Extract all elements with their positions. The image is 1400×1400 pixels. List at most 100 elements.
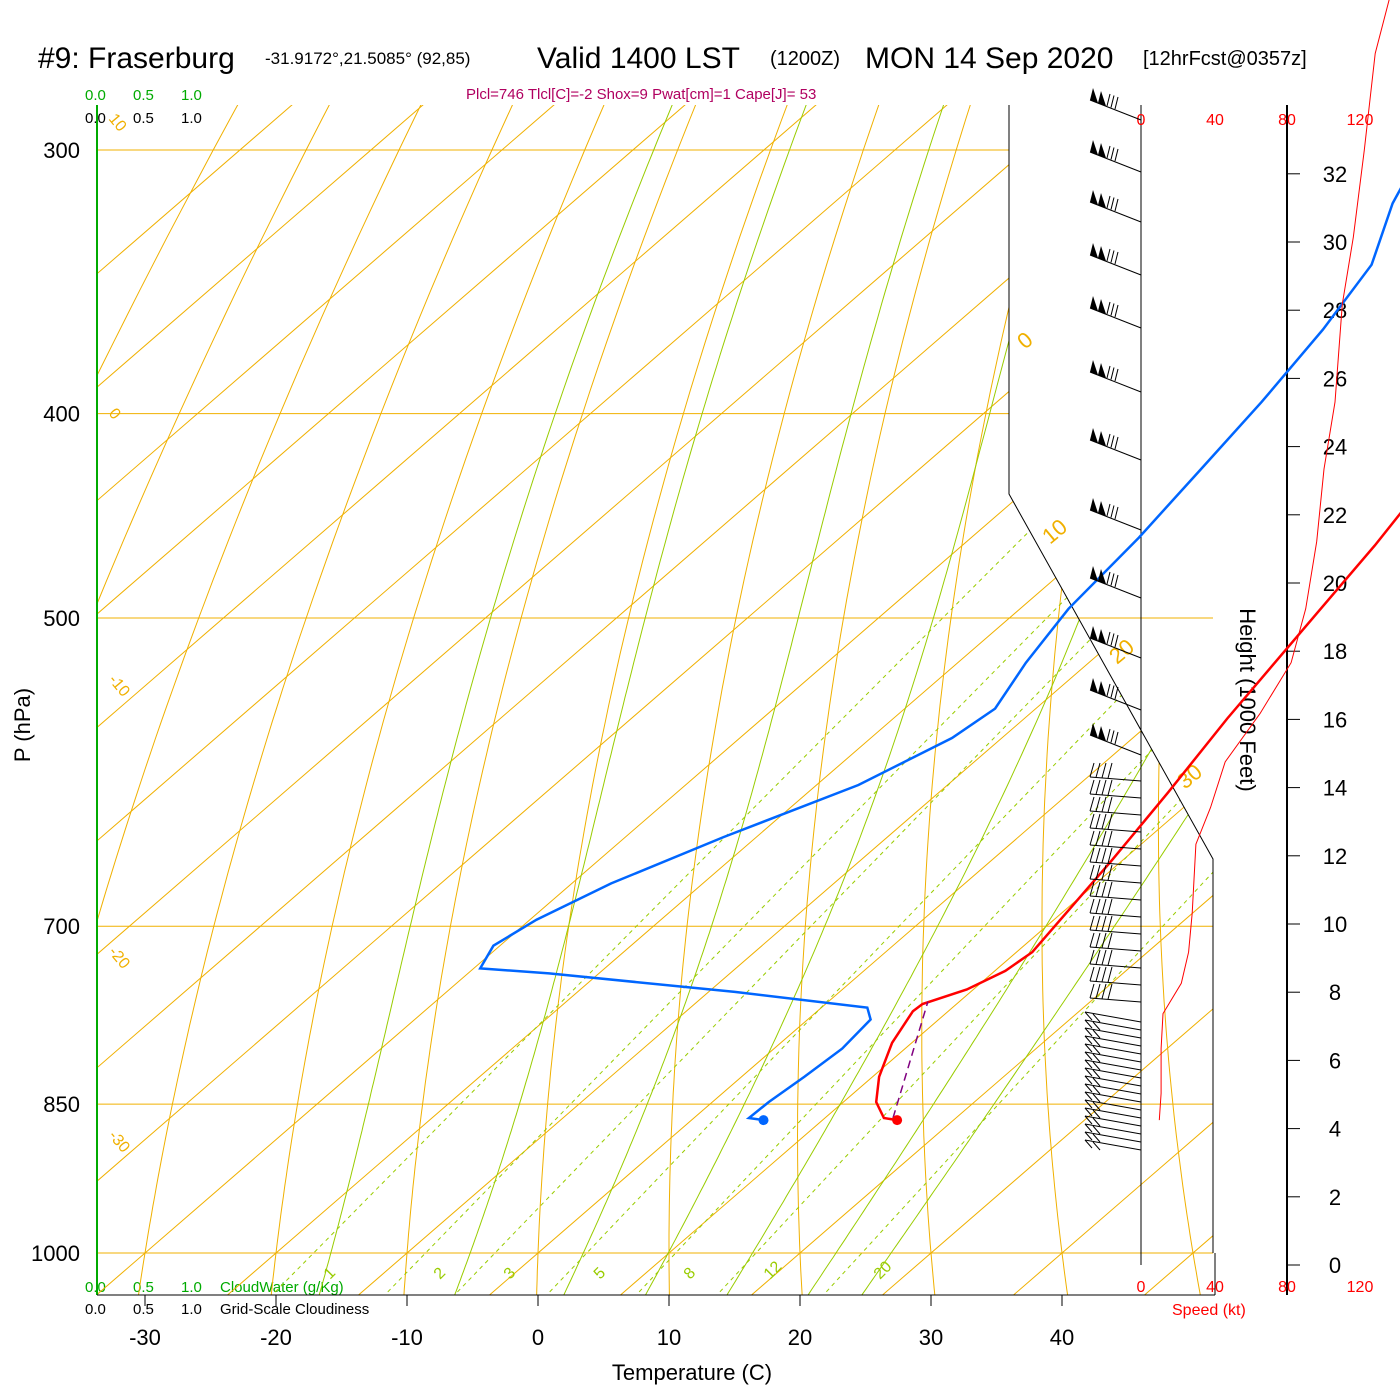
wind-barb — [1089, 566, 1142, 599]
mixing-ratio-lines — [269, 413, 1213, 1295]
wind-barb-feather — [1092, 1013, 1101, 1023]
wind-barb-feather — [1106, 93, 1111, 107]
height-axis-label: Height (1000 Feet) — [1235, 608, 1260, 791]
wind-barb-shaft — [1089, 980, 1142, 986]
isotherm-label: -20 — [105, 944, 133, 973]
speed-tick-top: 80 — [1278, 112, 1296, 129]
speed-axis-label: Speed (kt) — [1172, 1302, 1246, 1319]
cloud-bottom-black-2: 1.0 — [181, 1301, 202, 1318]
wind-barb-pennant — [1098, 629, 1106, 644]
wind-barb-shaft — [1089, 307, 1142, 329]
isotherm--90 — [97, 105, 870, 1295]
wind-barb-feather — [1089, 779, 1095, 795]
wind-barb-feather — [1114, 368, 1119, 382]
wind-barb-feather — [1084, 1115, 1093, 1125]
wind-barb-feather — [1114, 634, 1119, 648]
height-tick-label: 16 — [1323, 707, 1347, 732]
wind-barb-shaft — [1089, 776, 1142, 782]
wind-barb-shaft — [1089, 151, 1142, 173]
wind-barb-feather — [1107, 762, 1113, 779]
x-tick-label: 0 — [532, 1325, 544, 1350]
height-tick-label: 6 — [1329, 1048, 1341, 1073]
wind-barb-feather — [1092, 1093, 1101, 1103]
wind-barb-shaft — [1089, 734, 1142, 756]
wind-barb-shaft — [1084, 1131, 1142, 1143]
parcel-line — [892, 1001, 929, 1119]
wind-barb — [1084, 1075, 1142, 1087]
wind-barb-feather — [1084, 1099, 1093, 1109]
plot-frame — [96, 105, 1288, 1296]
wind-barb-feather — [1110, 505, 1115, 518]
wind-barb-feather — [1095, 915, 1101, 931]
height-tick-label: 24 — [1323, 435, 1347, 460]
wind-barb-feather — [1089, 796, 1095, 812]
wind-barb-feather — [1092, 1045, 1101, 1055]
speed-tick-bottom: 0 — [1137, 1279, 1146, 1296]
wind-barb-feather — [1101, 949, 1107, 965]
wind-barb-shaft — [1089, 946, 1142, 952]
dry-adiabat-label: 20 — [1104, 634, 1139, 669]
moist-adiabat — [305, 105, 726, 1295]
surface-dewpoint-marker — [758, 1115, 769, 1126]
cloudiness-label: Grid-Scale Cloudiness — [220, 1301, 369, 1318]
wind-barb — [1084, 1107, 1142, 1119]
wind-barb-pennant — [1090, 88, 1098, 103]
wind-barb-feather — [1106, 571, 1111, 585]
wind-barb-feather — [1084, 1107, 1093, 1117]
temperature-line — [874, 511, 1400, 1122]
wind-barb — [1089, 966, 1142, 986]
wind-barb-feather — [1101, 762, 1107, 778]
wind-barb-feather — [1092, 1053, 1101, 1063]
wind-barb — [1089, 626, 1142, 659]
wind-barb-feather — [1101, 915, 1107, 931]
wind-barb-feather — [1107, 915, 1113, 932]
wind-barb-feather — [1101, 796, 1107, 812]
wind-barb — [1089, 898, 1142, 918]
wind-barb-shaft — [1089, 371, 1142, 393]
speed-tick-top: 40 — [1206, 112, 1224, 129]
wind-barb-pennant — [1098, 726, 1106, 741]
mixing-ratio-label: 12 — [761, 1258, 786, 1283]
wind-barb-feather — [1089, 830, 1095, 846]
wind-barb — [1089, 779, 1142, 799]
wind-barb — [1089, 723, 1142, 756]
x-tick-label: -10 — [391, 1325, 423, 1350]
wind-barb-pennant — [1090, 678, 1098, 693]
cloud-bottom-green-2: 1.0 — [181, 1279, 202, 1296]
wind-barb — [1084, 1051, 1142, 1063]
station-coords: -31.9172°,21.5085° (92,85) — [265, 49, 470, 68]
forecast-label: [12hrFcst@0357z] — [1143, 48, 1307, 70]
wind-barb-shaft — [1084, 1091, 1142, 1103]
wind-barb-feather — [1092, 1101, 1101, 1111]
wind-barb-feather — [1110, 730, 1115, 743]
wind-barb-shaft — [1084, 1051, 1142, 1063]
isotherm-label: 10 — [105, 111, 130, 136]
wind-barb-feather — [1084, 1139, 1093, 1149]
wind-barb-feather — [1101, 966, 1107, 982]
speed-tick-top: 0 — [1137, 112, 1146, 129]
wind-barb — [1089, 360, 1142, 393]
wind-barb-feather — [1114, 506, 1119, 520]
wind-barb-pennant — [1098, 681, 1106, 696]
plot-boundary — [1008, 105, 1214, 1253]
wind-barb-shaft — [1084, 1123, 1142, 1135]
wind-barb-feather — [1114, 574, 1119, 588]
dry-adiabat — [1381, 0, 1400, 1340]
cloud-scale-bottom: 0.0 0.5 1.0 CloudWater (g/Kg) 0.0 0.5 1.… — [85, 1279, 369, 1318]
wind-barb — [1089, 915, 1142, 935]
stability-indices: Plcl=746 Tlcl[C]=-2 Shox=9 Pwat[cm]=1 Ca… — [466, 86, 816, 103]
moist-adiabat — [436, 105, 855, 1295]
wind-barb — [1089, 796, 1142, 816]
wind-barb — [1084, 1011, 1142, 1023]
cloud-bottom-green-0: 0.0 — [85, 1279, 106, 1296]
wind-barb-feather — [1110, 303, 1115, 316]
wind-barb-feather — [1114, 436, 1119, 450]
height-tick-label: 4 — [1329, 1117, 1341, 1142]
wind-barb — [1089, 830, 1142, 850]
wind-barb-shaft — [1089, 929, 1142, 935]
chart-header: #9: Fraserburg -31.9172°,21.5085° (92,85… — [38, 42, 1307, 103]
wind-barb-feather — [1110, 95, 1115, 108]
wind-barb-shaft — [1084, 1107, 1142, 1119]
x-tick-label: 10 — [657, 1325, 681, 1350]
wind-barb-feather — [1107, 779, 1113, 796]
